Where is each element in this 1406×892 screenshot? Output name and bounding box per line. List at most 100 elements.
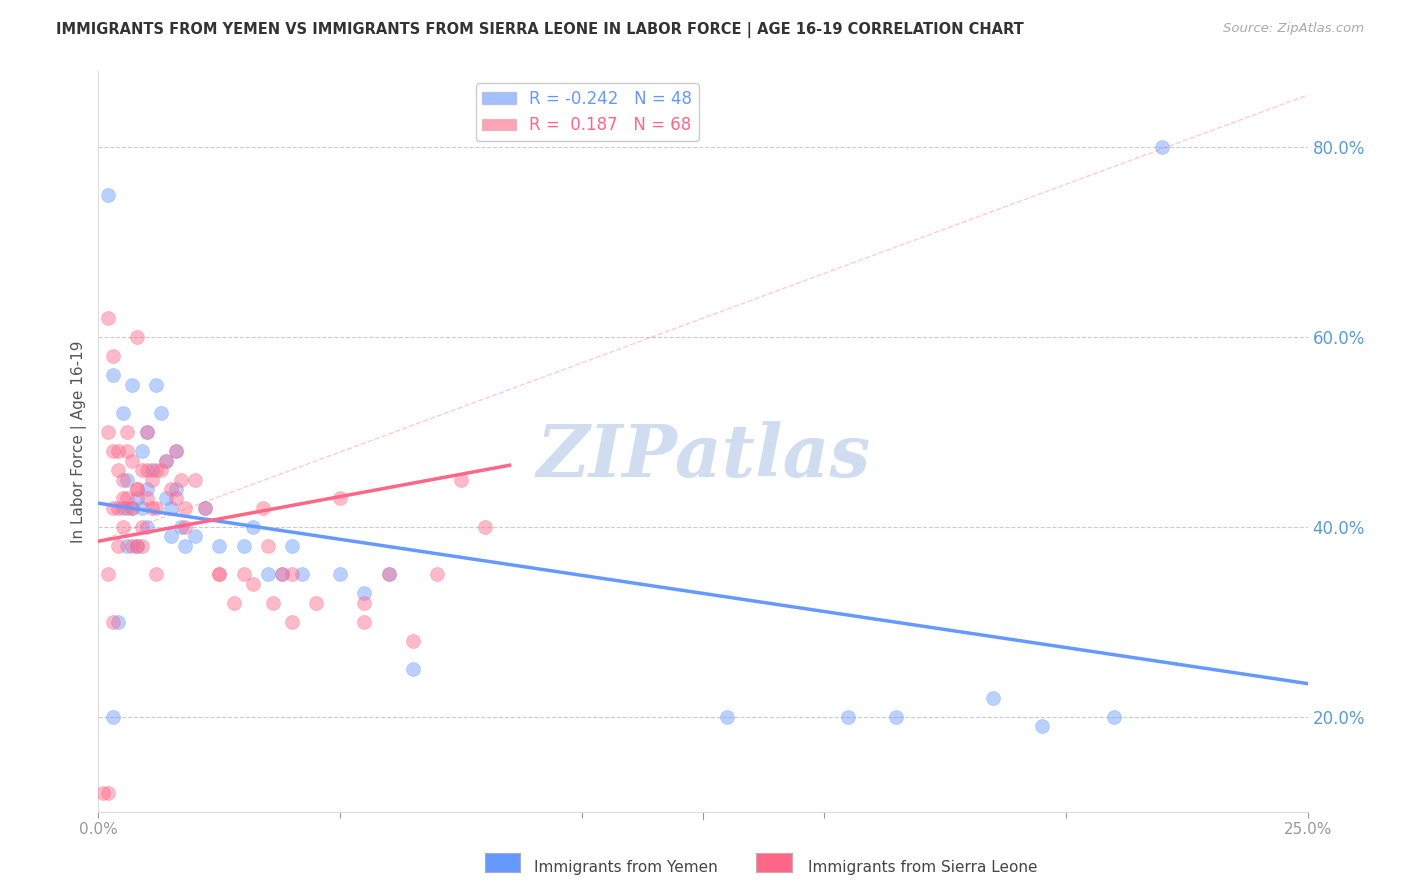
Point <box>127 539 149 553</box>
Point <box>117 425 139 439</box>
Point <box>135 425 157 439</box>
Point <box>117 473 139 487</box>
Point <box>135 491 157 506</box>
Point <box>184 473 207 487</box>
Point <box>155 453 177 467</box>
Point <box>97 425 120 439</box>
Point <box>271 567 294 582</box>
Point <box>107 500 129 515</box>
Point <box>232 567 254 582</box>
Point <box>127 491 149 506</box>
Point <box>117 491 139 506</box>
Point <box>97 311 120 326</box>
Point <box>131 463 153 477</box>
Point <box>474 520 496 534</box>
Point <box>169 520 191 534</box>
Point <box>97 187 120 202</box>
Text: IMMIGRANTS FROM YEMEN VS IMMIGRANTS FROM SIERRA LEONE IN LABOR FORCE | AGE 16-19: IMMIGRANTS FROM YEMEN VS IMMIGRANTS FROM… <box>56 22 1024 38</box>
Point <box>329 567 352 582</box>
Point <box>141 500 163 515</box>
Point <box>131 500 153 515</box>
Y-axis label: In Labor Force | Age 16-19: In Labor Force | Age 16-19 <box>72 340 87 543</box>
Point <box>121 500 143 515</box>
Point <box>281 539 304 553</box>
Point <box>107 463 129 477</box>
Point <box>111 491 134 506</box>
Point <box>242 577 264 591</box>
Point <box>101 368 124 383</box>
Point <box>145 500 167 515</box>
Point <box>141 473 163 487</box>
Point <box>135 520 157 534</box>
Point <box>121 539 143 553</box>
Point <box>101 349 124 363</box>
Point <box>117 500 139 515</box>
Point <box>1152 140 1174 154</box>
Point <box>252 500 274 515</box>
Point <box>145 567 167 582</box>
Point <box>837 710 859 724</box>
Point <box>886 710 908 724</box>
Point <box>402 633 425 648</box>
Point <box>150 406 173 420</box>
Point <box>716 710 738 724</box>
Point <box>305 596 328 610</box>
Point <box>135 425 157 439</box>
Point <box>402 662 425 676</box>
Point <box>232 539 254 553</box>
Point <box>127 330 149 344</box>
Point <box>150 463 173 477</box>
Point <box>155 453 177 467</box>
Point <box>981 690 1004 705</box>
Point <box>91 786 114 800</box>
Point <box>353 615 375 629</box>
Point <box>111 500 134 515</box>
Point <box>208 567 231 582</box>
Point <box>426 567 449 582</box>
Point <box>131 539 153 553</box>
Point <box>165 444 187 458</box>
Point <box>450 473 472 487</box>
Point <box>117 444 139 458</box>
Point <box>111 520 134 534</box>
Point <box>107 539 129 553</box>
Point <box>111 406 134 420</box>
Point <box>101 615 124 629</box>
Point <box>160 529 183 543</box>
Point <box>107 444 129 458</box>
Point <box>222 596 245 610</box>
Point <box>256 539 278 553</box>
Point <box>1031 719 1053 733</box>
Point <box>101 444 124 458</box>
Text: Immigrants from Sierra Leone: Immigrants from Sierra Leone <box>808 861 1038 875</box>
Text: ZIPatlas: ZIPatlas <box>536 421 870 491</box>
Point <box>141 463 163 477</box>
Point <box>208 539 231 553</box>
Point <box>107 615 129 629</box>
Legend: R = -0.242   N = 48, R =  0.187   N = 68: R = -0.242 N = 48, R = 0.187 N = 68 <box>475 83 699 141</box>
Point <box>256 567 278 582</box>
Point <box>160 500 183 515</box>
Point <box>127 539 149 553</box>
Point <box>121 377 143 392</box>
Point <box>127 482 149 496</box>
Point <box>290 567 312 582</box>
Point <box>101 500 124 515</box>
Point <box>271 567 294 582</box>
Point <box>174 520 197 534</box>
Text: Immigrants from Yemen: Immigrants from Yemen <box>534 861 718 875</box>
Point <box>169 473 191 487</box>
Point <box>97 786 120 800</box>
Point <box>121 453 143 467</box>
Point <box>117 539 139 553</box>
Point <box>101 710 124 724</box>
Point <box>135 482 157 496</box>
Point <box>281 567 304 582</box>
Point <box>194 500 217 515</box>
Point <box>145 463 167 477</box>
Point <box>194 500 217 515</box>
Point <box>165 482 187 496</box>
Point <box>174 539 197 553</box>
Point <box>121 500 143 515</box>
Point <box>135 463 157 477</box>
